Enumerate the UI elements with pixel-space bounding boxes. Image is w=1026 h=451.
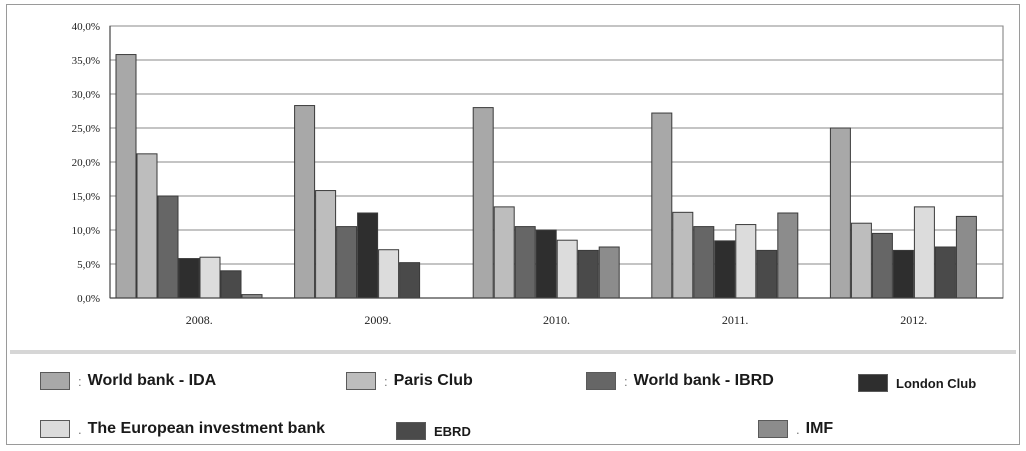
bar <box>535 229 557 299</box>
bar <box>829 127 851 299</box>
legend-label: EBRD <box>434 423 471 439</box>
legend-colon: . <box>796 421 800 437</box>
legend-item-london-club: London Club <box>858 374 976 392</box>
legend-colon: : <box>384 373 388 389</box>
legend-item-world-bank-ida: : World bank - IDA <box>40 372 216 390</box>
x-tick-label: 2008. <box>186 313 213 327</box>
bar <box>294 105 316 299</box>
bar <box>357 212 379 299</box>
legend-item-european-investment-bank: . The European investment bank <box>40 420 325 438</box>
bar <box>850 222 872 299</box>
bar-chart: 0,0% 5,0% 10,0% 15,0% 20,0% 25,0% 30,0% 35,0% 40… <box>72 21 1004 327</box>
legend-swatch <box>586 372 616 390</box>
bar <box>577 249 599 299</box>
legend-item-ebrd: EBRD <box>396 422 471 440</box>
bar <box>693 226 715 299</box>
y-tick-label: 5,0% <box>77 259 100 271</box>
bar <box>934 246 956 299</box>
legend-label: IMF <box>805 420 834 437</box>
bar <box>955 215 977 299</box>
y-tick-label: 25,0% <box>72 123 100 135</box>
y-tick-label: 15,0% <box>72 191 100 203</box>
bar <box>756 249 778 299</box>
y-tick-label: 10,0% <box>72 225 100 237</box>
bar <box>157 195 179 299</box>
bar <box>556 239 578 299</box>
legend-colon: : <box>78 373 82 389</box>
legend-swatch <box>858 374 888 392</box>
divider <box>10 350 1016 354</box>
bar <box>514 226 536 299</box>
legend-swatch <box>396 422 426 440</box>
x-tick-label: 2011. <box>722 313 749 327</box>
chart-frame <box>6 4 1020 445</box>
bar <box>871 232 893 299</box>
legend-swatch <box>758 420 788 438</box>
legend-swatch <box>346 372 376 390</box>
x-tick-label: 2009. <box>364 313 391 327</box>
bar <box>493 206 515 299</box>
bar <box>315 190 337 299</box>
x-tick-label: 2012. <box>900 313 927 327</box>
legend-label: London Club <box>896 375 977 391</box>
bar <box>735 224 757 299</box>
y-tick-label: 0,0% <box>77 293 100 305</box>
bar <box>336 226 358 299</box>
bar <box>672 211 694 299</box>
y-tick-label: 40,0% <box>72 21 100 33</box>
legend-label: World bank - IDA <box>87 372 217 389</box>
bar <box>220 270 242 299</box>
y-tick-label: 30,0% <box>72 89 100 101</box>
legend-label: The European investment bank <box>87 420 326 437</box>
legend-colon: : <box>624 373 628 389</box>
legend-colon: . <box>78 421 82 437</box>
legend-label: Paris Club <box>393 372 473 389</box>
legend-swatch <box>40 420 70 438</box>
bar <box>777 212 799 299</box>
bar <box>199 256 221 299</box>
y-tick-label: 20,0% <box>72 157 100 169</box>
bar <box>913 206 935 299</box>
legend-label: World bank - IBRD <box>633 372 774 389</box>
legend-item-imf: . IMF <box>758 420 833 438</box>
y-tick-label: 35,0% <box>72 55 100 67</box>
legend-item-paris-club: : Paris Club <box>346 372 473 390</box>
bar <box>892 249 914 299</box>
bar <box>115 54 137 299</box>
x-tick-label: 2010. <box>543 313 570 327</box>
bar <box>378 249 400 299</box>
bar <box>651 112 673 299</box>
legend-swatch <box>40 372 70 390</box>
legend: : World bank - IDA : Paris Club : World … <box>22 364 1012 446</box>
bar <box>178 258 200 299</box>
bar <box>714 240 736 299</box>
legend-item-world-bank-ibrd: : World bank - IBRD <box>586 372 774 390</box>
bar <box>136 153 158 299</box>
bar <box>472 107 494 299</box>
bar <box>598 246 620 299</box>
bar <box>399 262 421 299</box>
